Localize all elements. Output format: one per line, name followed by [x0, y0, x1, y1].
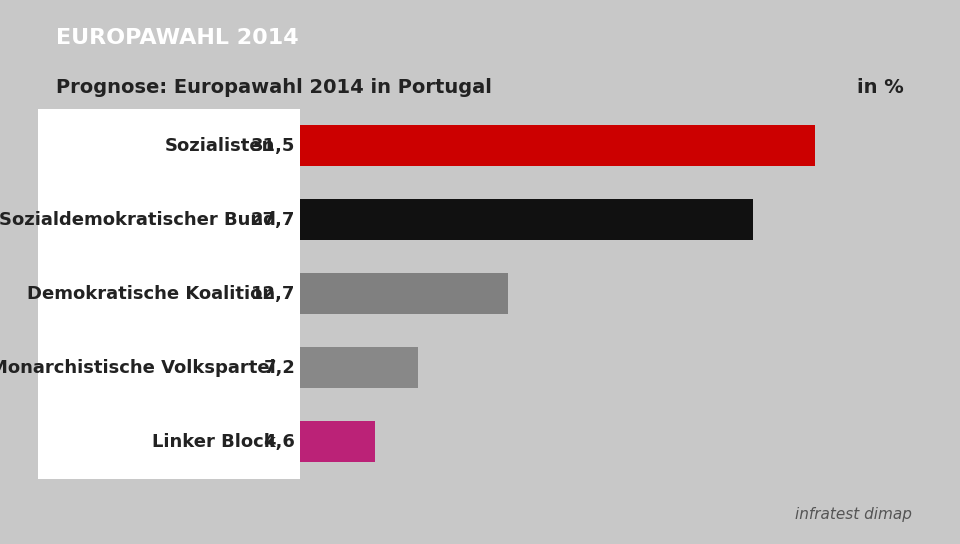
Bar — [38, 109, 300, 479]
Text: 31,5: 31,5 — [251, 137, 295, 155]
Text: Linker Block: Linker Block — [152, 432, 276, 451]
Text: infratest dimap: infratest dimap — [795, 507, 912, 522]
Text: Monarchistische Volkspartei: Monarchistische Volkspartei — [0, 358, 276, 377]
Text: Demokratische Koalition: Demokratische Koalition — [28, 285, 276, 303]
Text: 7,2: 7,2 — [263, 358, 295, 377]
Text: Sozialisten: Sozialisten — [165, 137, 276, 155]
Bar — [300, 274, 508, 314]
Text: 4,6: 4,6 — [263, 432, 295, 451]
Bar — [300, 422, 375, 462]
Text: 27,7: 27,7 — [251, 211, 295, 229]
Text: EUROPAWAHL 2014: EUROPAWAHL 2014 — [56, 28, 299, 48]
Bar — [300, 348, 418, 388]
Text: 12,7: 12,7 — [251, 285, 295, 303]
Bar — [300, 126, 815, 166]
Text: Sozialdemokratischer Bund: Sozialdemokratischer Bund — [0, 211, 276, 229]
Bar — [300, 200, 754, 240]
Text: in %: in % — [857, 78, 904, 96]
Text: Prognose: Europawahl 2014 in Portugal: Prognose: Europawahl 2014 in Portugal — [56, 78, 492, 96]
